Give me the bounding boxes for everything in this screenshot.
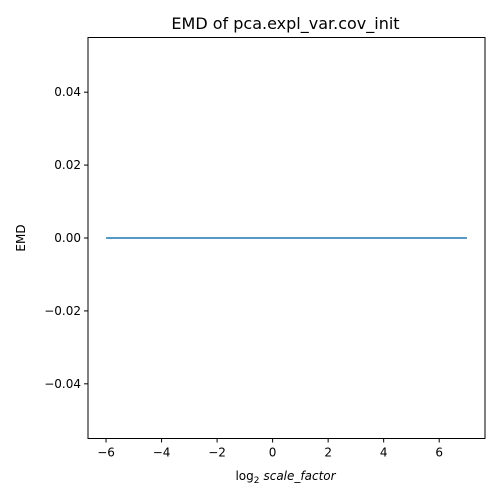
x-tick-label: 0 xyxy=(269,446,277,460)
y-axis-label: EMD xyxy=(14,224,28,251)
y-tick-label: −0.02 xyxy=(44,304,81,318)
x-axis-label-prefix: log xyxy=(235,469,253,483)
y-tick-label: 0.02 xyxy=(54,158,81,172)
chart-title: EMD of pca.expl_var.cov_init xyxy=(171,14,399,34)
y-tick-label: 0.00 xyxy=(54,231,81,245)
plot-area xyxy=(87,37,486,439)
x-tick-label: −2 xyxy=(208,446,226,460)
x-tick-label: 6 xyxy=(435,446,443,460)
y-tick-label: −0.04 xyxy=(44,377,81,391)
x-tick-label: 2 xyxy=(324,446,332,460)
y-tick-label: 0.04 xyxy=(54,85,81,99)
y-axis-ticks: −0.04 −0.02 0.00 0.02 0.04 xyxy=(44,85,88,391)
x-axis-ticks: −6 −4 −2 0 2 4 6 xyxy=(97,438,443,460)
x-tick-label: 4 xyxy=(380,446,388,460)
x-axis-label-variable: scale_factor xyxy=(263,469,336,483)
x-tick-label: −6 xyxy=(97,446,115,460)
x-axis-label: log2 scale_factor xyxy=(235,469,336,486)
x-tick-label: −4 xyxy=(153,446,171,460)
x-axis-label-subscript: 2 xyxy=(254,476,260,486)
